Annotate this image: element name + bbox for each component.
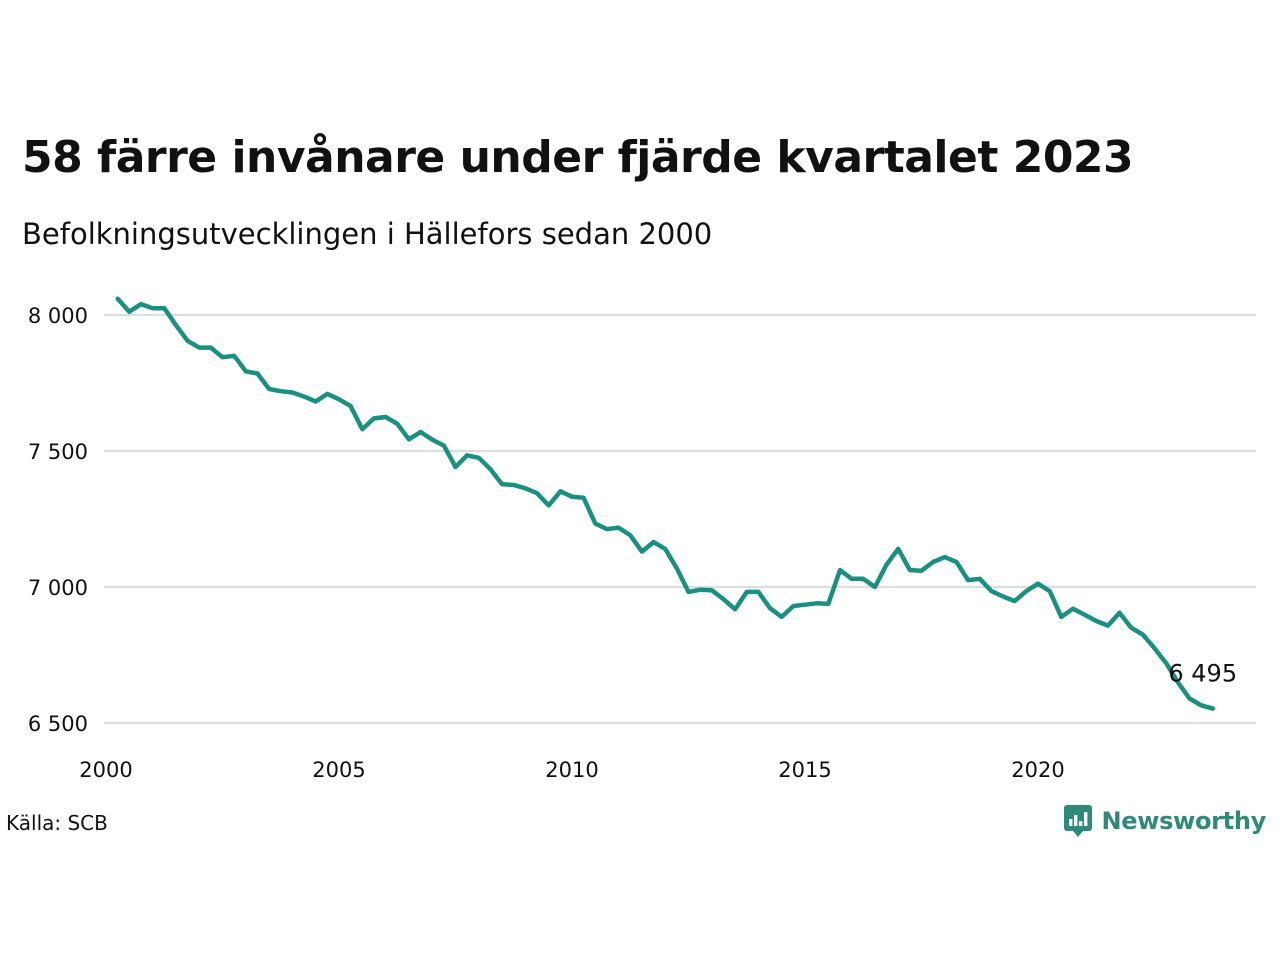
y-tick-label: 7 500	[28, 440, 88, 464]
x-tick-label: 2015	[778, 758, 831, 782]
x-tick-label: 2000	[79, 758, 132, 782]
x-axis-ticks: 2000 2005 2010 2015 2020	[79, 758, 1064, 782]
y-tick-label: 7 000	[28, 576, 88, 600]
brand-name: Newsworthy	[1101, 807, 1266, 835]
chart-subtitle: Befolkningsutvecklingen i Hällefors seda…	[22, 217, 713, 251]
line-chart: 6 500 7 000 7 500 8 000 2000 2005 2010 2015 202…	[28, 296, 1256, 782]
y-tick-label: 6 500	[28, 712, 88, 736]
source-note: Källa: SCB	[6, 811, 108, 835]
series-group	[115, 296, 1216, 711]
chart-title: 58 färre invånare under fjärde kvartalet…	[22, 132, 1134, 183]
y-tick-label: 8 000	[28, 304, 88, 328]
x-tick-label: 2020	[1011, 758, 1064, 782]
gridlines	[104, 314, 1256, 724]
end-value-label: 6 495	[1168, 660, 1237, 688]
brand-logo: Newsworthy	[1063, 804, 1266, 838]
y-axis-ticks: 6 500 7 000 7 500 8 000	[28, 304, 88, 736]
x-tick-label: 2010	[545, 758, 598, 782]
x-tick-label: 2005	[312, 758, 365, 782]
end-label-group: 6 495	[1168, 660, 1237, 688]
newsworthy-logo-icon	[1064, 805, 1093, 837]
series-line	[115, 296, 1216, 711]
